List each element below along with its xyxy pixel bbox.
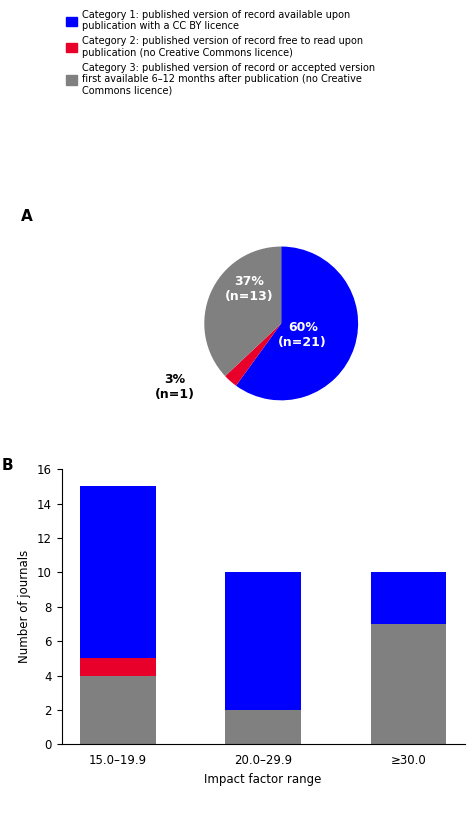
Bar [225,710,301,744]
X-axis label: Impact factor range: Impact factor range [204,773,322,785]
Text: A: A [21,209,33,224]
Bar [225,573,301,710]
Bar [80,487,155,658]
Bar [371,573,446,624]
Legend: Category 1: published version of record available upon
publication with a CC BY : Category 1: published version of record … [66,10,375,96]
Text: B: B [1,458,13,473]
Y-axis label: Number of journals: Number of journals [18,551,31,663]
Bar [80,658,155,676]
Bar [80,676,155,744]
Bar [371,624,446,744]
